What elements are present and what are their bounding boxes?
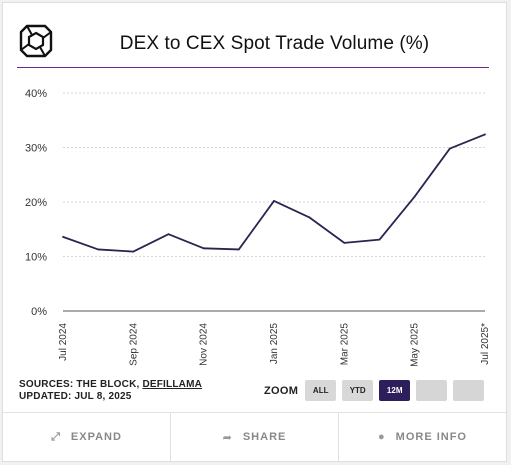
chart-card: DEX to CEX Spot Trade Volume (%) 0% 10% 20… — [2, 2, 507, 462]
chart-actions: ⤢ EXPAND ➦ SHARE ● MORE INFO — [3, 412, 506, 461]
info-icon: ● — [378, 431, 386, 443]
data-point — [308, 216, 311, 219]
share-button[interactable]: ➦ SHARE — [171, 413, 339, 461]
data-point — [237, 248, 240, 251]
zoom-all-button[interactable]: ALL — [305, 380, 337, 401]
data-point — [448, 147, 451, 150]
data-point — [132, 250, 135, 253]
defillama-link[interactable]: DEFILLAMA — [142, 379, 203, 390]
updated-date: UPDATED: JUL 8, 2025 — [19, 391, 132, 402]
share-arrow-icon: ➦ — [222, 431, 233, 444]
expand-label: EXPAND — [70, 431, 122, 443]
more-info-label: MORE INFO — [395, 431, 467, 443]
title-divider — [17, 67, 489, 68]
data-point — [378, 238, 381, 241]
x-tick-label: Jul 2025* — [480, 323, 491, 365]
zoom-ytd-button[interactable]: YTD — [342, 380, 374, 401]
x-tick-label: Mar 2025 — [339, 323, 350, 366]
more-info-button[interactable]: ● MORE INFO — [339, 413, 506, 461]
y-tick-label: 0% — [31, 306, 47, 318]
x-tick-label: Sep 2024 — [128, 323, 139, 366]
share-label: SHARE — [242, 431, 287, 443]
data-point — [167, 233, 170, 236]
zoom-12m-button[interactable]: 12M — [379, 380, 411, 401]
x-tick-label: Jul 2024 — [58, 323, 69, 361]
data-point — [413, 195, 416, 198]
y-tick-label: 10% — [25, 252, 47, 264]
x-tick-label: Nov 2024 — [199, 323, 210, 366]
y-tick-label: 40% — [25, 88, 47, 100]
chart-sources: SOURCES: THE BLOCK, DEFILLAMA UPDATED: J… — [19, 379, 202, 403]
zoom-option-button[interactable] — [453, 380, 485, 401]
data-point — [273, 200, 275, 202]
series-line — [62, 133, 486, 253]
data-point — [343, 241, 346, 244]
y-tick-label: 30% — [25, 143, 47, 155]
zoom-label: ZOOM — [264, 384, 299, 397]
x-tick-label: May 2025 — [410, 323, 421, 367]
chart-header: DEX to CEX Spot Trade Volume (%) — [3, 3, 506, 69]
expand-icon: ⤢ — [51, 430, 61, 443]
line-chart: 0% 10% 20% 30% 40% Jul 2024 Sep 2024 Nov 2024 Ja… — [25, 88, 491, 367]
x-tick-label: Jan 2025 — [269, 323, 280, 365]
y-tick-label: 20% — [25, 197, 47, 209]
data-point — [484, 133, 486, 136]
data-point — [62, 235, 64, 238]
zoom-option-button[interactable] — [416, 380, 448, 401]
data-point — [202, 247, 205, 250]
data-point — [97, 248, 100, 251]
expand-button[interactable]: ⤢ EXPAND — [3, 413, 171, 461]
chart-title: DEX to CEX Spot Trade Volume (%) — [119, 33, 430, 54]
zoom-controls: ZOOM ALL YTD 12M — [264, 380, 490, 401]
sources-label: SOURCES: THE BLOCK, — [19, 379, 143, 390]
the-block-logo-icon — [19, 24, 53, 58]
